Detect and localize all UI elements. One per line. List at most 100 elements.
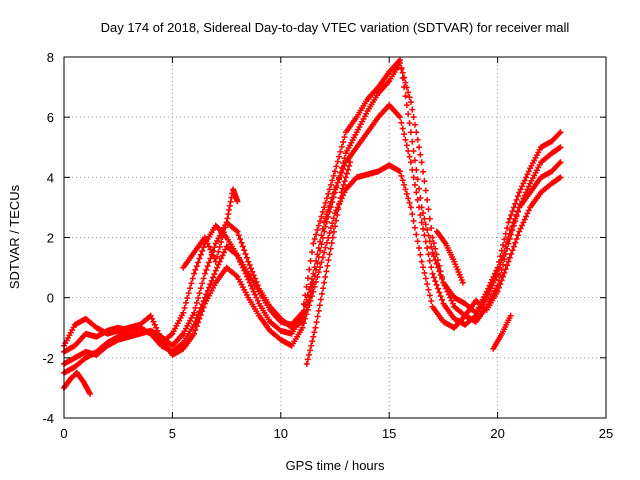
data-point: [192, 272, 196, 275]
y-tick-label: -4: [42, 411, 54, 426]
data-point: [225, 236, 228, 239]
data-point: [149, 332, 152, 335]
data-point: [322, 221, 326, 224]
data-point: [236, 230, 239, 233]
data-point: [257, 302, 261, 305]
data-point: [528, 167, 532, 170]
data-point: [344, 161, 348, 164]
data-point: [214, 242, 217, 245]
data-point: [435, 230, 439, 233]
data-point: [333, 170, 337, 173]
data-point: [474, 314, 478, 317]
data-point: [203, 302, 207, 305]
data-point: [279, 338, 282, 341]
y-tick-label: 0: [47, 291, 54, 306]
data-point: [160, 338, 163, 341]
data-point: [507, 260, 510, 263]
data-point: [322, 251, 326, 254]
data-point: [192, 251, 196, 254]
x-tick-label: 25: [599, 426, 613, 441]
y-tick-label: -2: [42, 351, 54, 366]
data-point: [322, 281, 326, 284]
data-point: [225, 245, 228, 248]
series-track-3: [61, 102, 564, 376]
data-point: [214, 260, 217, 263]
data-point: [138, 323, 142, 326]
data-point: [247, 278, 250, 281]
y-axis-label: SDTVAR / TECUs: [7, 184, 22, 289]
data-point: [518, 206, 521, 209]
series-markers: [61, 159, 514, 397]
data-point: [348, 161, 352, 164]
chart-title: Day 174 of 2018, Sidereal Day-to-day VTE…: [101, 20, 570, 35]
data-point: [182, 311, 185, 314]
grid: [64, 57, 606, 418]
data-point: [550, 140, 553, 143]
data-point: [442, 302, 445, 305]
data-point: [127, 335, 131, 338]
data-point: [236, 200, 239, 203]
x-tick-label: 15: [382, 426, 396, 441]
data-point: [442, 281, 445, 284]
data-point: [398, 170, 402, 173]
x-tick-label: 10: [274, 426, 288, 441]
data-point: [192, 323, 196, 326]
data-point: [171, 353, 174, 357]
data-point: [409, 206, 413, 209]
series-track-5: [61, 159, 514, 397]
data-point: [559, 161, 562, 164]
data-point: [377, 170, 380, 173]
data-point: [322, 230, 326, 233]
data-point: [290, 332, 293, 335]
data-point: [398, 61, 402, 65]
data-point: [88, 392, 92, 396]
data-point: [496, 266, 499, 269]
data-point: [73, 323, 77, 326]
ticks: 0 5 10 15 20 25 -4 -2 0 2 4 6 8: [42, 50, 613, 441]
data-point: [225, 221, 228, 224]
data-point: [388, 79, 391, 83]
data-point: [431, 305, 434, 308]
data-point: [366, 109, 369, 113]
y-tick-label: 6: [47, 110, 54, 125]
data-point: [95, 335, 98, 338]
data-point: [539, 146, 543, 149]
data-point: [474, 320, 478, 323]
data-point: [73, 365, 77, 369]
data-point: [182, 266, 185, 269]
data-point: [84, 356, 87, 360]
data-point: [301, 314, 304, 317]
data-point: [444, 242, 447, 245]
data-point: [485, 296, 488, 299]
data-point: [127, 326, 131, 329]
data-point: [463, 323, 467, 326]
data-point: [84, 332, 87, 335]
data-point: [388, 70, 391, 74]
data-point: [453, 260, 456, 263]
data-point: [409, 161, 413, 164]
data-point: [518, 191, 521, 194]
data-point: [550, 182, 553, 185]
data-point: [496, 290, 499, 293]
data-point: [461, 281, 465, 284]
data-point: [203, 272, 207, 275]
series-layer: [61, 57, 564, 397]
data-point: [507, 242, 510, 245]
data-point: [409, 100, 413, 104]
data-point: [518, 230, 521, 233]
data-point: [268, 329, 272, 332]
data-point: [214, 281, 217, 284]
data-point: [106, 341, 109, 344]
data-point: [73, 344, 77, 347]
data-point: [290, 326, 293, 329]
data-point: [474, 299, 478, 302]
data-point: [106, 332, 109, 335]
data-point: [160, 344, 163, 347]
data-point: [305, 362, 309, 366]
data-point: [528, 182, 532, 185]
data-point: [331, 236, 335, 239]
data-point: [388, 103, 391, 107]
data-point: [377, 85, 380, 89]
data-point: [231, 188, 235, 191]
data-point: [366, 173, 369, 176]
